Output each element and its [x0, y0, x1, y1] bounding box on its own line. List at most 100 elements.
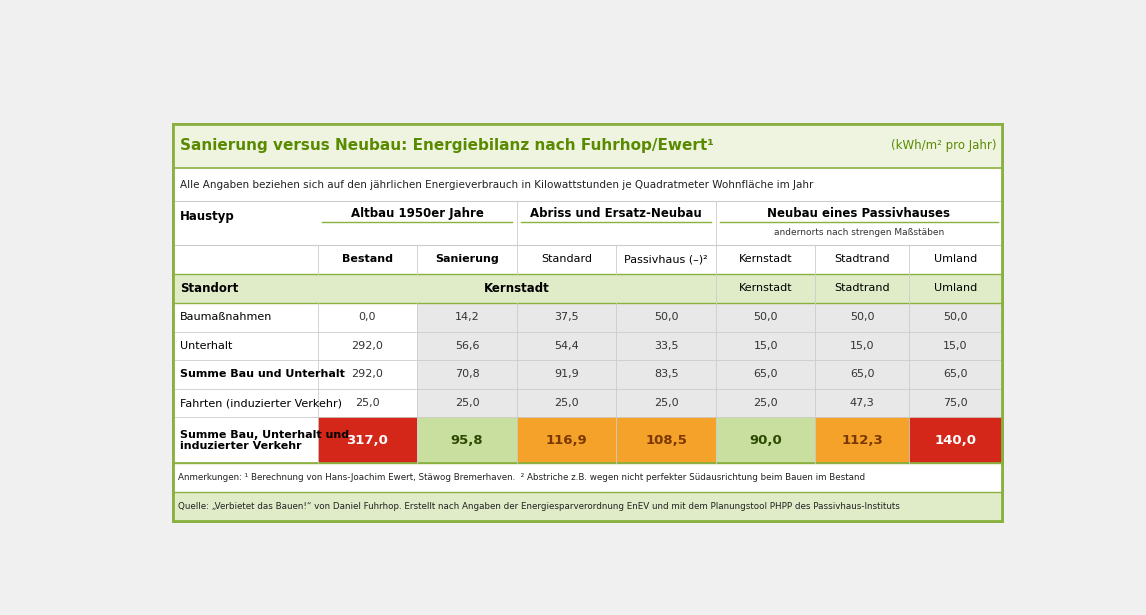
Bar — [417, 418, 517, 463]
Text: 25,0: 25,0 — [654, 398, 678, 408]
Text: 33,5: 33,5 — [654, 341, 678, 351]
Bar — [317, 331, 417, 360]
Text: 91,9: 91,9 — [555, 370, 579, 379]
Bar — [816, 303, 909, 331]
Bar — [517, 331, 617, 360]
Text: 317,0: 317,0 — [346, 434, 388, 447]
Text: 25,0: 25,0 — [355, 398, 379, 408]
Text: 292,0: 292,0 — [352, 370, 384, 379]
Bar — [173, 245, 1002, 274]
Text: Neubau eines Passivhauses: Neubau eines Passivhauses — [768, 207, 950, 220]
Bar — [173, 463, 1002, 492]
Text: Kernstadt: Kernstadt — [739, 255, 793, 264]
Text: 37,5: 37,5 — [555, 312, 579, 322]
Text: 47,3: 47,3 — [849, 398, 874, 408]
Bar — [173, 331, 317, 360]
Text: 56,6: 56,6 — [455, 341, 479, 351]
Text: 25,0: 25,0 — [753, 398, 778, 408]
Text: Passivhaus (–)²: Passivhaus (–)² — [625, 255, 708, 264]
Bar — [173, 124, 1002, 522]
Bar — [173, 303, 317, 331]
Text: Fahrten (induzierter Verkehr): Fahrten (induzierter Verkehr) — [180, 398, 342, 408]
Text: Kernstadt: Kernstadt — [739, 284, 793, 293]
Text: Standard: Standard — [541, 255, 592, 264]
Text: 0,0: 0,0 — [359, 312, 376, 322]
Text: (kWh/m² pro Jahr): (kWh/m² pro Jahr) — [892, 140, 997, 153]
Text: Standort: Standort — [180, 282, 238, 295]
Bar — [173, 201, 1002, 245]
Bar — [173, 418, 317, 463]
Bar — [417, 303, 517, 331]
Bar — [173, 124, 1002, 168]
Bar — [317, 303, 417, 331]
Text: 50,0: 50,0 — [943, 312, 967, 322]
Bar — [517, 303, 617, 331]
Text: Sanierung: Sanierung — [435, 255, 499, 264]
Text: Quelle: „Verbietet das Bauen!“ von Daniel Fuhrhop. Erstellt nach Angaben der Ene: Quelle: „Verbietet das Bauen!“ von Danie… — [178, 502, 900, 511]
Bar — [909, 360, 1002, 389]
Bar — [617, 389, 716, 418]
Text: Stadtrand: Stadtrand — [834, 255, 890, 264]
Text: 65,0: 65,0 — [943, 370, 967, 379]
Bar — [617, 418, 716, 463]
Text: andernorts nach strengen Maßstäben: andernorts nach strengen Maßstäben — [774, 228, 944, 237]
Text: Bestand: Bestand — [342, 255, 393, 264]
Text: 140,0: 140,0 — [934, 434, 976, 447]
Text: 15,0: 15,0 — [850, 341, 874, 351]
Bar — [617, 303, 716, 331]
Bar — [716, 303, 816, 331]
Bar — [417, 331, 517, 360]
Bar — [909, 331, 1002, 360]
Bar — [173, 274, 1002, 303]
Text: 292,0: 292,0 — [352, 341, 384, 351]
Text: 65,0: 65,0 — [850, 370, 874, 379]
Bar — [517, 360, 617, 389]
Text: 50,0: 50,0 — [753, 312, 778, 322]
Bar — [317, 360, 417, 389]
Text: 75,0: 75,0 — [943, 398, 967, 408]
Bar — [173, 492, 1002, 522]
Bar — [517, 418, 617, 463]
Bar — [716, 331, 816, 360]
Text: 50,0: 50,0 — [850, 312, 874, 322]
Text: Stadtrand: Stadtrand — [834, 284, 890, 293]
Text: 65,0: 65,0 — [753, 370, 778, 379]
Text: 116,9: 116,9 — [545, 434, 588, 447]
Text: 14,2: 14,2 — [455, 312, 479, 322]
Text: 95,8: 95,8 — [450, 434, 484, 447]
Bar — [317, 389, 417, 418]
Text: Anmerkungen: ¹ Berechnung von Hans-Joachim Ewert, Stäwog Bremerhaven.  ² Abstric: Anmerkungen: ¹ Berechnung von Hans-Joach… — [178, 474, 865, 482]
Text: Umland: Umland — [934, 255, 978, 264]
Text: 83,5: 83,5 — [654, 370, 678, 379]
Bar — [517, 389, 617, 418]
Bar — [716, 389, 816, 418]
Text: 25,0: 25,0 — [455, 398, 479, 408]
Text: 54,4: 54,4 — [555, 341, 579, 351]
Bar — [816, 360, 909, 389]
Text: 50,0: 50,0 — [654, 312, 678, 322]
Bar — [617, 360, 716, 389]
Bar — [173, 360, 317, 389]
Text: 15,0: 15,0 — [943, 341, 967, 351]
Text: Unterhalt: Unterhalt — [180, 341, 231, 351]
Bar — [617, 331, 716, 360]
Bar — [816, 418, 909, 463]
Text: 15,0: 15,0 — [753, 341, 778, 351]
Text: Kernstadt: Kernstadt — [484, 282, 550, 295]
Text: Abriss und Ersatz-Neubau: Abriss und Ersatz-Neubau — [531, 207, 702, 220]
Text: Umland: Umland — [934, 284, 978, 293]
Text: Haustyp: Haustyp — [180, 210, 235, 223]
Text: Summe Bau und Unterhalt: Summe Bau und Unterhalt — [180, 370, 345, 379]
Text: Altbau 1950er Jahre: Altbau 1950er Jahre — [351, 207, 484, 220]
Text: 70,8: 70,8 — [455, 370, 479, 379]
Bar — [909, 418, 1002, 463]
Bar — [816, 331, 909, 360]
Text: Sanierung versus Neubau: Energiebilanz nach Fuhrhop/Ewert¹: Sanierung versus Neubau: Energiebilanz n… — [180, 138, 714, 153]
Text: Alle Angaben beziehen sich auf den jährlichen Energieverbrauch in Kilowattstunde: Alle Angaben beziehen sich auf den jährl… — [180, 180, 813, 189]
Bar — [173, 168, 1002, 201]
Bar — [716, 360, 816, 389]
Text: 25,0: 25,0 — [555, 398, 579, 408]
Text: Summe Bau, Unterhalt und
induzierter Verkehr: Summe Bau, Unterhalt und induzierter Ver… — [180, 429, 348, 451]
Text: 90,0: 90,0 — [749, 434, 782, 447]
Bar — [173, 124, 1002, 522]
